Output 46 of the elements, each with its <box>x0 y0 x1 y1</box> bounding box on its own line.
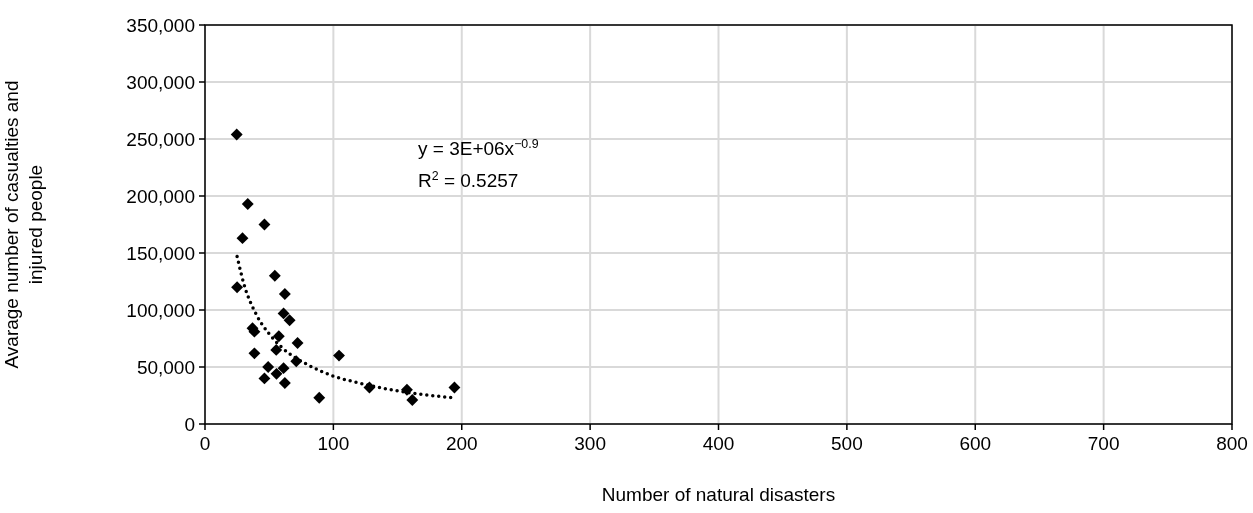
annotation: R$^{2}$ = 0.5257 <box>418 169 519 191</box>
x-tick-label: 100 <box>317 433 350 454</box>
point <box>241 198 254 210</box>
x-tick-label: 800 <box>1216 433 1248 454</box>
x-tick-label: 0 <box>199 433 211 454</box>
point <box>258 218 271 231</box>
point <box>277 307 290 320</box>
point <box>363 381 376 394</box>
y-tick-label: 250,000 <box>126 129 195 150</box>
point <box>448 381 461 394</box>
x-tick-label: 500 <box>831 433 863 454</box>
point <box>278 288 291 300</box>
x-tick-label: 300 <box>574 433 606 454</box>
y-tick-label: 100,000 <box>126 300 195 321</box>
x-tick-label: 700 <box>1087 433 1120 454</box>
y-tick-label: 50,000 <box>136 357 195 378</box>
x-tick-label: 200 <box>445 433 478 454</box>
point <box>290 355 303 368</box>
y-tick-label: 150,000 <box>126 243 195 264</box>
point <box>231 281 244 294</box>
point <box>270 343 283 356</box>
point <box>291 337 304 349</box>
point <box>400 383 413 396</box>
point <box>248 347 261 360</box>
point <box>283 314 296 327</box>
point <box>406 394 419 406</box>
y-tick-label: 200,000 <box>126 186 195 207</box>
y-axis-title: Avarage number of casualties and injured people <box>1 80 46 369</box>
point <box>268 269 281 282</box>
x-tick-label: 400 <box>702 433 735 454</box>
point <box>262 361 275 373</box>
x-tick-label: 600 <box>959 433 992 454</box>
x-axis-title: Number of natural disasters <box>601 484 836 505</box>
point <box>333 349 345 362</box>
point <box>236 232 249 245</box>
point <box>270 367 283 380</box>
annotation: y = 3E+06x$^{−0.9}$ <box>418 137 539 159</box>
point <box>277 362 290 375</box>
y-tick-label: 0 <box>184 414 195 435</box>
point <box>278 377 291 389</box>
point <box>272 330 285 343</box>
point <box>258 372 271 385</box>
y-tick-label: 350,000 <box>126 15 195 36</box>
point <box>313 391 326 404</box>
y-tick-label: 300,000 <box>126 72 195 93</box>
point <box>230 128 243 141</box>
